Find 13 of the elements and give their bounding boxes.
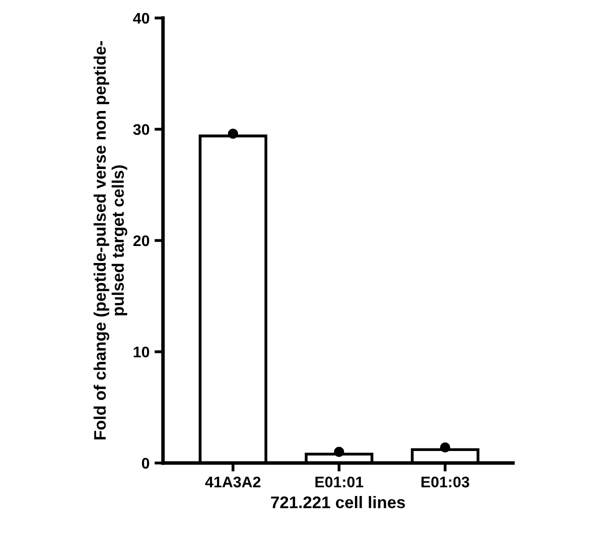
x-tick-label: 41A3A2 xyxy=(205,476,260,488)
y-tick-label: 10 xyxy=(134,346,150,358)
y-tick-label: 40 xyxy=(133,12,150,24)
y-tick-label: 0 xyxy=(142,458,150,469)
x-tick-label: E01:03 xyxy=(422,476,470,488)
x-axis-title: 721.221 cell lines xyxy=(271,496,405,508)
y-tick-label: 30 xyxy=(133,124,150,135)
x-tick-label: E01:01 xyxy=(315,476,364,488)
y-tick-label: 20 xyxy=(133,235,150,246)
y-axis-title: Fold of change (peptide-pulsed verse non peptide- pulsed target cells) xyxy=(94,41,128,440)
point xyxy=(334,446,344,457)
point xyxy=(440,442,450,453)
point xyxy=(228,128,238,139)
